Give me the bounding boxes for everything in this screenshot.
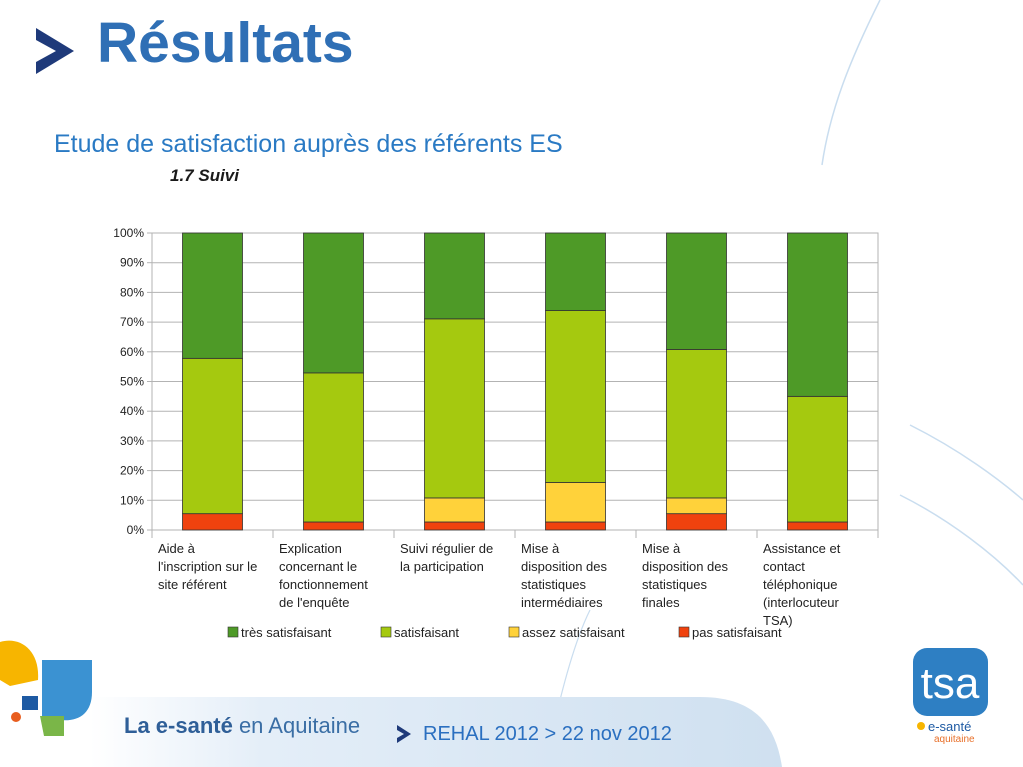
footer-chevron-icon	[397, 725, 411, 743]
legend-label: assez satisfaisant	[522, 625, 625, 640]
x-category-label: statistiques	[642, 577, 708, 592]
bar-segment	[545, 232, 606, 311]
x-category-label: la participation	[400, 559, 484, 574]
x-category-label: site référent	[158, 577, 227, 592]
x-category-label: téléphonique	[763, 577, 837, 592]
bar-segment	[182, 357, 243, 515]
bar-segment	[545, 482, 606, 523]
x-category-label: concernant le	[279, 559, 357, 574]
esante-logo	[0, 640, 92, 736]
legend-label: très satisfaisant	[241, 625, 332, 640]
title-chevron-icon	[36, 28, 74, 74]
y-tick-label: 10%	[120, 493, 144, 507]
bar-segment	[303, 232, 364, 374]
footer-brand-bold: La e-santé	[124, 713, 233, 738]
page-subtitle: Etude de satisfaction auprès des référen…	[54, 130, 563, 158]
footer-event: REHAL 2012 > 22 nov 2012	[423, 723, 672, 745]
x-category-label: intermédiaires	[521, 595, 603, 610]
y-tick-label: 90%	[120, 256, 144, 270]
x-category-label: de l'enquête	[279, 595, 349, 610]
legend-label: pas satisfaisant	[692, 625, 782, 640]
bar-segment	[424, 232, 485, 320]
legend-swatch	[678, 626, 690, 638]
x-category-label: Mise à	[521, 541, 560, 556]
tsa-logo-sub2: aquitaine	[934, 734, 975, 745]
x-category-label: Aide à	[158, 541, 196, 556]
bar-segment	[424, 318, 485, 499]
bar-segment	[666, 349, 727, 499]
legend-label: satisfaisant	[394, 625, 459, 640]
legend-swatch	[508, 626, 520, 638]
y-tick-label: 20%	[120, 464, 144, 478]
x-category-label: (interlocuteur	[763, 595, 840, 610]
footer-brand: La e-santé en Aquitaine	[124, 713, 360, 739]
legend-swatch	[380, 626, 392, 638]
x-category-label: Mise à	[642, 541, 681, 556]
tsa-logo-text: tsa	[921, 659, 980, 708]
x-category-label: contact	[763, 559, 805, 574]
y-tick-label: 30%	[120, 434, 144, 448]
x-category-label: TSA)	[763, 613, 793, 628]
bar-segment	[666, 232, 727, 350]
tsa-logo: tsa e-santé aquitaine	[913, 648, 988, 745]
x-category-label: l'inscription sur le	[158, 559, 257, 574]
y-tick-label: 50%	[120, 375, 144, 389]
y-tick-label: 100%	[113, 226, 144, 240]
bar-segment	[787, 395, 848, 523]
bar-segment	[545, 310, 606, 483]
x-category-label: Assistance et	[763, 541, 841, 556]
x-category-label: finales	[642, 595, 680, 610]
section-label: 1.7 Suivi	[170, 166, 239, 185]
tsa-logo-sub1: e-santé	[928, 719, 971, 734]
legend-swatch	[227, 626, 239, 638]
y-tick-label: 40%	[120, 404, 144, 418]
x-category-label: disposition des	[521, 559, 607, 574]
x-category-label: fonctionnement	[279, 577, 368, 592]
bar-segment	[303, 372, 364, 523]
y-tick-label: 0%	[127, 523, 145, 537]
y-tick-label: 80%	[120, 285, 144, 299]
page-title: Résultats	[97, 11, 354, 75]
x-category-label: Explication	[279, 541, 342, 556]
y-tick-label: 70%	[120, 315, 144, 329]
bar-segment	[182, 232, 243, 359]
footer-brand-rest: en Aquitaine	[232, 713, 361, 738]
bar-segment	[787, 232, 848, 397]
x-category-label: Suivi régulier de	[400, 541, 493, 556]
x-category-label: statistiques	[521, 577, 587, 592]
x-category-label: disposition des	[642, 559, 728, 574]
y-tick-label: 60%	[120, 345, 144, 359]
